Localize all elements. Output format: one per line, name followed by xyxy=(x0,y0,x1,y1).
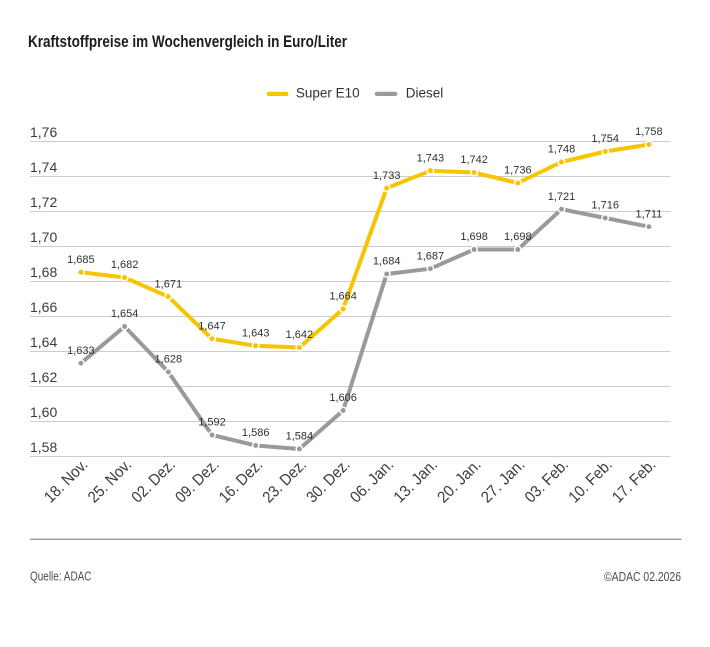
svg-text:1,721: 1,721 xyxy=(548,191,576,203)
svg-text:1,628: 1,628 xyxy=(155,354,183,366)
svg-text:1,748: 1,748 xyxy=(548,144,576,156)
svg-text:1,682: 1,682 xyxy=(111,259,139,271)
svg-text:1,664: 1,664 xyxy=(329,291,357,303)
svg-text:1,743: 1,743 xyxy=(417,152,445,164)
svg-text:1,58: 1,58 xyxy=(30,439,57,455)
svg-text:1,60: 1,60 xyxy=(30,404,57,420)
svg-text:1,754: 1,754 xyxy=(591,133,619,145)
svg-text:Super E10: Super E10 xyxy=(296,85,360,100)
svg-text:1,586: 1,586 xyxy=(242,427,270,439)
svg-text:1,758: 1,758 xyxy=(635,126,663,138)
svg-text:1,606: 1,606 xyxy=(329,392,357,404)
svg-text:1,68: 1,68 xyxy=(30,264,57,280)
svg-text:1,698: 1,698 xyxy=(504,231,532,243)
svg-text:1,70: 1,70 xyxy=(30,229,57,245)
svg-text:1,687: 1,687 xyxy=(417,250,445,262)
svg-text:1,742: 1,742 xyxy=(460,154,488,166)
svg-text:1,736: 1,736 xyxy=(504,165,532,177)
svg-text:1,684: 1,684 xyxy=(373,256,401,268)
svg-text:1,62: 1,62 xyxy=(30,369,57,385)
svg-text:Quelle: ADAC: Quelle: ADAC xyxy=(30,570,92,584)
svg-text:1,643: 1,643 xyxy=(242,327,270,339)
svg-text:1,66: 1,66 xyxy=(30,299,57,315)
svg-text:1,76: 1,76 xyxy=(30,124,57,140)
svg-text:1,72: 1,72 xyxy=(30,194,57,210)
svg-text:1,716: 1,716 xyxy=(591,200,619,212)
svg-text:1,711: 1,711 xyxy=(636,208,663,220)
svg-text:1,64: 1,64 xyxy=(30,334,57,350)
svg-text:©ADAC 02.2026: ©ADAC 02.2026 xyxy=(604,570,681,584)
svg-text:1,685: 1,685 xyxy=(67,254,95,266)
svg-text:1,698: 1,698 xyxy=(460,231,488,243)
svg-text:1,584: 1,584 xyxy=(286,431,314,443)
svg-text:1,592: 1,592 xyxy=(198,417,226,429)
svg-text:1,654: 1,654 xyxy=(111,308,139,320)
svg-text:Kraftstoffpreise im Wochenverg: Kraftstoffpreise im Wochenvergleich in E… xyxy=(28,33,347,51)
svg-text:1,671: 1,671 xyxy=(155,278,183,290)
svg-text:1,647: 1,647 xyxy=(198,320,226,332)
svg-text:1,733: 1,733 xyxy=(373,170,401,182)
svg-text:Diesel: Diesel xyxy=(406,85,444,100)
svg-text:1,633: 1,633 xyxy=(67,345,95,357)
svg-text:1,74: 1,74 xyxy=(30,159,57,175)
svg-text:1,642: 1,642 xyxy=(286,329,314,341)
